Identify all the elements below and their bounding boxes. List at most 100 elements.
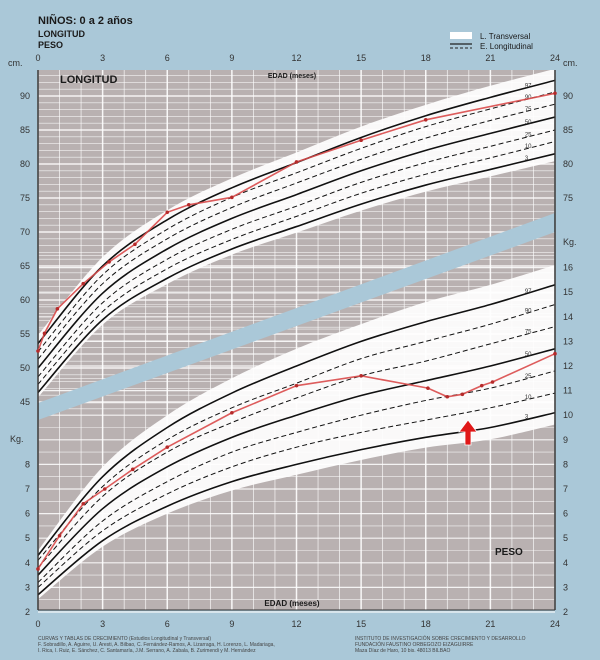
weight-tick-label-right: 16 xyxy=(563,263,573,273)
weight-percentile-label-10: 10 xyxy=(525,395,532,401)
x-tick-label-bottom: 3 xyxy=(100,619,105,629)
length-patient-point xyxy=(423,118,428,122)
legend-transversal-swatch xyxy=(450,32,472,39)
length-percentile-label-10: 10 xyxy=(525,144,532,150)
x-tick-label-top: 9 xyxy=(229,53,234,63)
length-percentile-label-25: 25 xyxy=(525,133,532,139)
length-patient-point xyxy=(36,349,40,353)
x-tick-label-bottom: 12 xyxy=(291,619,301,629)
weight-tick-label-right: 8 xyxy=(563,459,568,469)
weight-patient-point xyxy=(479,383,484,388)
weight-percentile-label-3: 3 xyxy=(525,415,529,421)
length-patient-point xyxy=(133,242,137,247)
weight-tick-label-left: 2 xyxy=(25,607,30,617)
weight-tick-label-left: 6 xyxy=(25,509,30,519)
length-tick-label-left: 85 xyxy=(20,125,30,135)
weight-percentile-25 xyxy=(38,370,555,583)
weight-patient-point xyxy=(36,567,40,571)
weight-tick-label-right: 6 xyxy=(563,509,568,519)
weight-patient-point xyxy=(359,374,363,378)
weight-unit-right: Kg. xyxy=(563,237,577,247)
weight-tick-label-left: 4 xyxy=(25,558,30,568)
length-tick-label-left: 55 xyxy=(20,329,30,339)
footer-right-line1: INSTITUTO DE INVESTIGACIÓN SOBRE CRECIMI… xyxy=(355,635,526,642)
x-tick-label-top: 6 xyxy=(165,53,170,63)
length-percentile-label-50: 50 xyxy=(525,120,532,126)
length-percentile-50 xyxy=(38,116,555,369)
subtitle-length: LONGITUD xyxy=(38,29,85,39)
footer-right-line2: FUNDACIÓN FAUSTINO ORBEGOZO EIZAGUIRRE xyxy=(355,641,474,648)
length-tick-label-right: 80 xyxy=(563,159,573,169)
weight-tick-label-right: 2 xyxy=(563,607,568,617)
weight-patient-point xyxy=(445,394,450,399)
weight-tick-label-right: 4 xyxy=(563,558,568,568)
length-percentile-90 xyxy=(38,91,555,353)
x-tick-label-bottom: 18 xyxy=(421,619,431,629)
weight-patient-point xyxy=(553,351,557,356)
weight-tick-label-right: 3 xyxy=(563,582,568,592)
weight-tick-label-right: 5 xyxy=(563,533,568,543)
length-tick-label-right: 75 xyxy=(563,193,573,203)
length-tick-label-left: 60 xyxy=(20,295,30,305)
weight-patient-point xyxy=(230,410,234,415)
weight-percentile-label-50: 50 xyxy=(525,352,532,358)
weight-patient-point xyxy=(426,386,430,390)
length-percentile-10 xyxy=(38,141,555,385)
x-tick-label-top: 21 xyxy=(485,53,495,63)
length-patient-point xyxy=(294,160,299,164)
legend-longitudinal-swatch xyxy=(450,43,472,49)
weight-percentile-label-75: 75 xyxy=(525,330,532,336)
x-tick-label-bottom: 21 xyxy=(485,619,495,629)
weight-percentile-label-97: 97 xyxy=(525,289,532,295)
weight-percentile-50 xyxy=(38,348,555,576)
weight-patient-point xyxy=(102,487,107,491)
weight-tick-label-right: 13 xyxy=(563,336,573,346)
weight-patient-point xyxy=(165,445,170,449)
axis-ticks: 0033669912121515181821212424908580757065… xyxy=(20,53,573,629)
weight-percentile-97 xyxy=(38,284,555,556)
weight-tick-label-left: 7 xyxy=(25,484,30,494)
footer-left-line2: F. Sobradillo, A. Aguirre, U. Aresti, A.… xyxy=(38,642,275,648)
length-tick-label-left: 65 xyxy=(20,261,30,271)
footer-left-line1: CURVAS Y TABLAS DE CRECIMIENTO (Estudios… xyxy=(38,636,211,642)
length-patient-point xyxy=(42,331,47,336)
weight-tick-label-right: 14 xyxy=(563,312,573,322)
patient-data xyxy=(36,91,557,571)
length-patient-point xyxy=(107,260,111,264)
x-tick-label-top: 18 xyxy=(421,53,431,63)
x-axis-label-top: EDAD (meses) xyxy=(268,73,316,80)
weight-tick-label-left: 8 xyxy=(25,459,30,469)
x-tick-label-top: 24 xyxy=(550,53,560,63)
length-tick-label-left: 50 xyxy=(20,363,30,373)
length-percentile-label-97: 97 xyxy=(525,83,532,89)
length-unit-right: cm. xyxy=(563,58,578,68)
weight-percentile-label-90: 90 xyxy=(525,309,532,315)
length-unit-left: cm. xyxy=(8,58,23,68)
separator-band xyxy=(38,213,555,420)
weight-patient-point xyxy=(490,380,495,384)
weight-tick-label-right: 15 xyxy=(563,287,573,297)
length-patient-point xyxy=(230,195,234,200)
weight-tick-label-right: 10 xyxy=(563,410,573,420)
subtitle-weight: PESO xyxy=(38,40,63,50)
x-tick-label-bottom: 24 xyxy=(550,619,560,629)
length-tick-label-left: 75 xyxy=(20,193,30,203)
length-percentile-curves: 3 10 25 50 75 90 97 xyxy=(38,79,555,394)
weight-percentile-90 xyxy=(38,304,555,561)
footer-right-line3: Maza Díaz de Haro, 10 bis. 48013 BILBAO xyxy=(355,648,450,654)
length-tick-label-left: 70 xyxy=(20,227,30,237)
x-tick-label-bottom: 6 xyxy=(165,619,170,629)
weight-tick-label-right: 11 xyxy=(563,386,572,396)
length-tick-label-left: 80 xyxy=(20,159,30,169)
length-tick-label-right: 90 xyxy=(563,91,573,101)
arrow-up-icon xyxy=(458,419,478,446)
length-percentile-75 xyxy=(38,103,555,360)
length-patient-point xyxy=(165,210,170,215)
length-percentile-label-75: 75 xyxy=(525,107,532,113)
panel-label-length: LONGITUD xyxy=(60,74,117,86)
length-patient-point xyxy=(553,91,557,96)
x-axis-label-bottom: EDAD (meses) xyxy=(264,599,319,608)
weight-patient-point xyxy=(460,392,465,397)
